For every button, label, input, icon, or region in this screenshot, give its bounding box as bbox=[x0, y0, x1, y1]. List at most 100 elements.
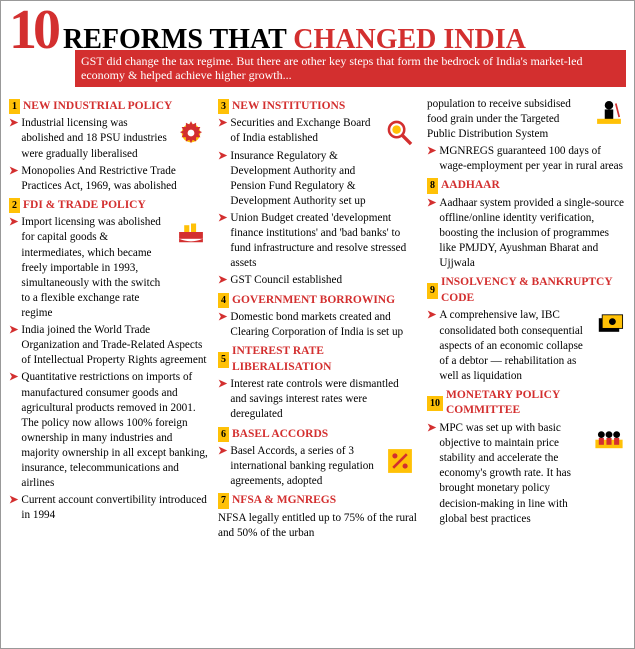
bullet-text: Union Budget created 'development financ… bbox=[230, 211, 417, 271]
bullet-text: Domestic bond markets created and Cleari… bbox=[230, 310, 417, 340]
section-title: AADHAAR bbox=[441, 178, 500, 194]
section-number: 9 bbox=[427, 283, 438, 299]
section-number: 3 bbox=[218, 99, 229, 115]
bullet-text: Monopolies And Restrictive Trade Practic… bbox=[21, 164, 208, 194]
arrow-icon: ➤ bbox=[9, 215, 18, 321]
bullet-text: population to receive subsidised food gr… bbox=[427, 97, 588, 142]
arrow-icon: ➤ bbox=[9, 493, 18, 523]
section-header: 9INSOLVENCY & BANKRUPTCY CODE bbox=[427, 275, 626, 306]
bullet-item: ➤MGNREGS guaranteed 100 days of wage-emp… bbox=[427, 144, 626, 174]
bullet-item: ➤Import licensing was abolished for capi… bbox=[9, 215, 170, 321]
section-title: INSOLVENCY & BANKRUPTCY CODE bbox=[441, 275, 626, 306]
bullet-item: ➤Insurance Regulatory & Development Auth… bbox=[218, 149, 379, 209]
ship-icon bbox=[174, 215, 208, 254]
section-header: 10MONETARY POLICY COMMITTEE bbox=[427, 388, 626, 419]
bullet-item: ➤Aadhaar system provided a single-source… bbox=[427, 196, 626, 272]
headline-red: CHANGED INDIA bbox=[293, 24, 526, 55]
section-number: 4 bbox=[218, 293, 229, 309]
arrow-icon: ➤ bbox=[9, 323, 18, 368]
panel-icon bbox=[592, 421, 626, 460]
arrow-icon: ➤ bbox=[218, 310, 227, 340]
bullet-text: Interest rate controls were dismantled a… bbox=[230, 377, 417, 422]
section-title: NEW INSTITUTIONS bbox=[232, 99, 345, 115]
arrow-icon: ➤ bbox=[218, 444, 227, 489]
section-title: NEW INDUSTRIAL POLICY bbox=[23, 99, 172, 115]
bullet-text: Quantitative restrictions on imports of … bbox=[21, 370, 208, 491]
money-icon bbox=[592, 308, 626, 347]
bullet-item: ➤Union Budget created 'development finan… bbox=[218, 211, 417, 271]
bullet-item: ➤Monopolies And Restrictive Trade Practi… bbox=[9, 164, 208, 194]
arrow-icon: ➤ bbox=[427, 196, 436, 272]
column-2: 3NEW INSTITUTIONS➤Securities and Exchang… bbox=[218, 95, 417, 543]
arrow-icon: ➤ bbox=[218, 211, 227, 271]
arrow-icon: ➤ bbox=[427, 421, 436, 527]
section-title: GOVERNMENT BORROWING bbox=[232, 293, 395, 309]
arrow-icon: ➤ bbox=[427, 308, 436, 384]
arrow-icon: ➤ bbox=[9, 370, 18, 491]
section-title: FDI & TRADE POLICY bbox=[23, 198, 146, 214]
infographic: 10 REFORMS THAT CHANGED INDIA GST did ch… bbox=[0, 0, 635, 649]
bullet-text: NFSA legally entitled up to 75% of the r… bbox=[218, 511, 417, 541]
percent-icon bbox=[383, 444, 417, 483]
headline-title: REFORMS THAT CHANGED INDIA bbox=[63, 24, 526, 56]
section-number: 6 bbox=[218, 427, 229, 443]
arrow-icon: ➤ bbox=[218, 149, 227, 209]
section-header: 4GOVERNMENT BORROWING bbox=[218, 293, 417, 309]
bullet-text: Insurance Regulatory & Development Autho… bbox=[230, 149, 379, 209]
bullet-item: population to receive subsidised food gr… bbox=[427, 97, 588, 142]
arrow-icon: ➤ bbox=[218, 273, 227, 288]
headline: 10 REFORMS THAT CHANGED INDIA bbox=[9, 7, 626, 56]
bullet-text: India joined the World Trade Organizatio… bbox=[21, 323, 208, 368]
section-header: 1NEW INDUSTRIAL POLICY bbox=[9, 99, 208, 115]
section-number: 8 bbox=[427, 178, 438, 194]
section-header: 5INTEREST RATE LIBERALISATION bbox=[218, 344, 417, 375]
bullet-item: ➤Basel Accords, a series of 3 internatio… bbox=[218, 444, 379, 489]
column-1: 1NEW INDUSTRIAL POLICY➤Industrial licens… bbox=[9, 95, 208, 543]
bullet-item: ➤India joined the World Trade Organizati… bbox=[9, 323, 208, 368]
section-number: 10 bbox=[427, 396, 443, 412]
content-columns: 1NEW INDUSTRIAL POLICY➤Industrial licens… bbox=[9, 95, 626, 543]
bullet-item: ➤A comprehensive law, IBC consolidated b… bbox=[427, 308, 588, 384]
bullet-item: ➤Interest rate controls were dismantled … bbox=[218, 377, 417, 422]
section-title: MONETARY POLICY COMMITTEE bbox=[446, 388, 626, 419]
arrow-icon: ➤ bbox=[218, 116, 227, 146]
arrow-icon: ➤ bbox=[427, 144, 436, 174]
headline-black: REFORMS THAT bbox=[63, 24, 293, 55]
bullet-item: ➤Industrial licensing was abolished and … bbox=[9, 116, 170, 161]
section-number: 7 bbox=[218, 493, 229, 509]
section-title: INTEREST RATE LIBERALISATION bbox=[232, 344, 417, 375]
section-header: 8AADHAAR bbox=[427, 178, 626, 194]
arrow-icon: ➤ bbox=[9, 164, 18, 194]
subtitle: GST did change the tax regime. But there… bbox=[75, 50, 626, 87]
bullet-item: ➤Current account convertibility introduc… bbox=[9, 493, 208, 523]
section-number: 2 bbox=[9, 198, 20, 214]
worker-icon bbox=[592, 95, 626, 134]
section-header: 3NEW INSTITUTIONS bbox=[218, 99, 417, 115]
bullet-text: Current account convertibility introduce… bbox=[21, 493, 208, 523]
bullet-text: Import licensing was abolished for capit… bbox=[21, 215, 170, 321]
headline-number: 10 bbox=[9, 7, 57, 55]
section-title: NFSA & MGNREGS bbox=[232, 493, 336, 509]
section-number: 5 bbox=[218, 352, 229, 368]
bullet-item: ➤Domestic bond markets created and Clear… bbox=[218, 310, 417, 340]
bullet-text: MGNREGS guaranteed 100 days of wage-empl… bbox=[439, 144, 626, 174]
section-title: BASEL ACCORDS bbox=[232, 427, 328, 443]
arrow-icon: ➤ bbox=[218, 377, 227, 422]
bullet-text: Basel Accords, a series of 3 internation… bbox=[230, 444, 379, 489]
section-header: 2FDI & TRADE POLICY bbox=[9, 198, 208, 214]
gear-icon bbox=[174, 116, 208, 155]
bullet-text: Securities and Exchange Board of India e… bbox=[230, 116, 379, 146]
arrow-icon: ➤ bbox=[9, 116, 18, 161]
section-header: 6BASEL ACCORDS bbox=[218, 427, 417, 443]
bullet-item: ➤Securities and Exchange Board of India … bbox=[218, 116, 379, 146]
bullet-text: A comprehensive law, IBC consolidated bo… bbox=[439, 308, 588, 384]
bullet-item: ➤GST Council established bbox=[218, 273, 417, 288]
magnifier-icon bbox=[383, 116, 417, 155]
bullet-text: GST Council established bbox=[230, 273, 342, 288]
bullet-text: Industrial licensing was abolished and 1… bbox=[21, 116, 170, 161]
bullet-item: ➤Quantitative restrictions on imports of… bbox=[9, 370, 208, 491]
bullet-item: NFSA legally entitled up to 75% of the r… bbox=[218, 511, 417, 541]
bullet-text: MPC was set up with basic objective to m… bbox=[439, 421, 588, 527]
section-header: 7NFSA & MGNREGS bbox=[218, 493, 417, 509]
bullet-text: Aadhaar system provided a single-source … bbox=[439, 196, 626, 272]
